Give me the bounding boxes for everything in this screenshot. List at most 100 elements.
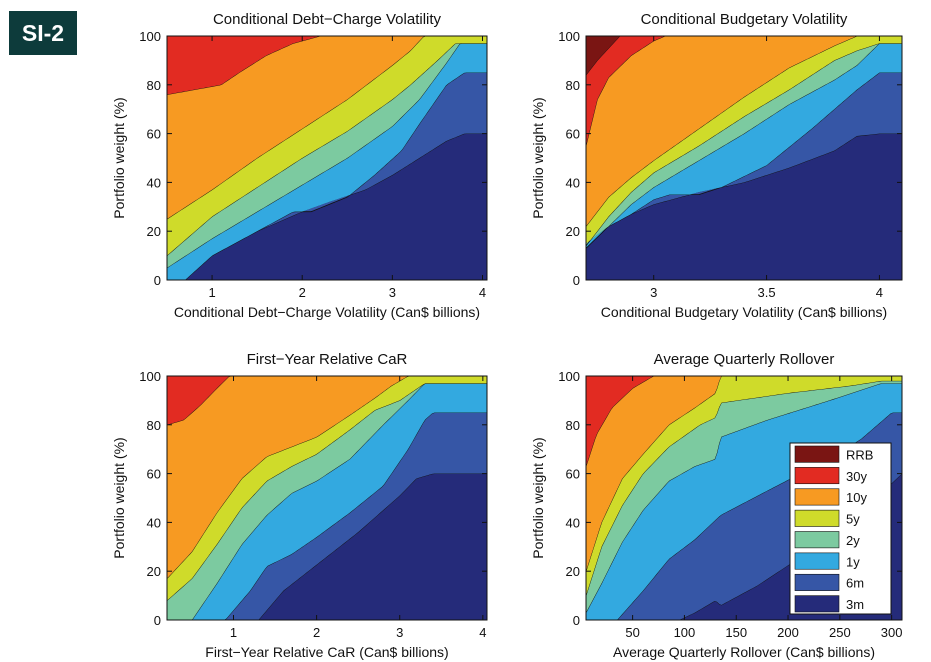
chart-title: Average Quarterly Rollover (654, 351, 835, 368)
legend-swatch-3m (794, 595, 840, 613)
y-axis-label: Portfolio weight (%) (530, 437, 546, 558)
y-tick-label: 60 (566, 127, 580, 142)
area-2y (586, 380, 902, 613)
x-axis-label: Conditional Budgetary Volatility (Can$ b… (601, 304, 887, 320)
y-tick-label: 80 (566, 78, 580, 93)
y-tick-label: 40 (147, 175, 161, 190)
area-3m (167, 133, 487, 280)
y-tick-label: 60 (147, 467, 161, 482)
area-1y (167, 43, 487, 280)
legend-swatch-6m (794, 573, 840, 591)
area-1y (586, 43, 902, 249)
y-tick-label: 20 (566, 224, 580, 239)
legend-label-30y: 30y (846, 469, 867, 484)
legend-swatch-2y (794, 531, 840, 549)
x-tick-label: 250 (829, 625, 851, 640)
legend-swatch-1y (794, 552, 840, 570)
x-tick-label: 4 (479, 625, 486, 640)
y-tick-label: 80 (566, 418, 580, 433)
x-axis-label: Conditional Debt−Charge Volatility (Can$… (174, 304, 480, 320)
y-tick-label: 80 (147, 78, 161, 93)
x-tick-label: 50 (625, 625, 639, 640)
plot-frame (585, 35, 903, 281)
x-tick-label: 3 (389, 285, 396, 300)
y-tick-label: 100 (139, 29, 161, 44)
legend: RRB 30y 10y 5y 2y 1y 6m 3m (789, 442, 892, 615)
area-30y (586, 376, 902, 467)
legend-label-2y: 2y (846, 533, 860, 548)
y-tick-label: 20 (147, 564, 161, 579)
y-axis-label: Portfolio weight (%) (111, 437, 127, 558)
x-tick-label: 100 (674, 625, 696, 640)
plot-frame (585, 375, 903, 621)
area-10y (586, 36, 902, 227)
area-10y (167, 376, 487, 579)
area-6m (167, 412, 487, 620)
area-10y (586, 376, 902, 572)
y-tick-label: 60 (566, 467, 580, 482)
area-1y (586, 383, 902, 620)
x-tick-label: 4 (479, 285, 486, 300)
plot-frame (166, 375, 488, 621)
x-axis-label: First−Year Relative CaR (Can$ billions) (205, 644, 448, 660)
area-30y (586, 36, 902, 146)
legend-swatch-10y (794, 488, 840, 506)
y-tick-label: 40 (566, 175, 580, 190)
x-tick-label: 2 (299, 285, 306, 300)
chart-panel-2: 0 20 40 60 80 100 3 3.5 4 Conditional Budgetary V… (530, 11, 903, 320)
x-tick-label: 1 (208, 285, 215, 300)
x-axis-label: Average Quarterly Rollover (Can$ billion… (613, 644, 875, 660)
x-tick-label: 3 (650, 285, 657, 300)
x-tick-label: 3.5 (758, 285, 776, 300)
area-30y (167, 376, 487, 425)
legend-swatch-30y (794, 467, 840, 485)
chart-panel-1: 0 20 40 60 80 100 1 2 3 4 Conditional Debt−Charge … (111, 11, 488, 320)
y-tick-label: 100 (558, 369, 580, 384)
plot-frame (166, 35, 488, 281)
y-tick-label: 40 (147, 515, 161, 530)
area-2y (167, 383, 487, 620)
y-tick-label: 0 (573, 273, 580, 288)
y-axis-label: Portfolio weight (%) (111, 97, 127, 218)
legend-label-3m: 3m (846, 597, 864, 612)
legend-label-rrb: RRB (846, 447, 873, 462)
legend-label-10y: 10y (846, 490, 867, 505)
area-2y (167, 43, 487, 268)
legend-swatch-5y (794, 509, 840, 527)
y-tick-label: 80 (147, 418, 161, 433)
y-tick-label: 20 (566, 564, 580, 579)
area-5y (586, 376, 902, 596)
x-tick-label: 200 (777, 625, 799, 640)
area-6m (586, 72, 902, 244)
y-tick-label: 60 (147, 127, 161, 142)
legend-label-5y: 5y (846, 512, 860, 527)
slide-badge: SI-2 (9, 11, 77, 55)
y-tick-label: 0 (154, 273, 161, 288)
x-tick-label: 4 (876, 285, 883, 300)
area-3m (167, 473, 487, 620)
x-tick-label: 2 (313, 625, 320, 640)
y-tick-label: 20 (147, 224, 161, 239)
legend-label-6m: 6m (846, 576, 864, 591)
legend-swatch-rrb (794, 445, 840, 463)
y-tick-label: 100 (139, 369, 161, 384)
y-axis-label: Portfolio weight (%) (530, 97, 546, 218)
area-10y (167, 36, 487, 219)
y-tick-label: 0 (154, 613, 161, 628)
x-tick-label: 300 (881, 625, 903, 640)
area-30y (167, 36, 487, 95)
x-tick-label: 1 (230, 625, 237, 640)
y-tick-label: 100 (558, 29, 580, 44)
y-tick-label: 40 (566, 515, 580, 530)
chart-title: First−Year Relative CaR (247, 351, 408, 368)
x-tick-label: 3 (396, 625, 403, 640)
chart-title: Conditional Debt−Charge Volatility (213, 11, 442, 28)
chart-panel-3: 0 20 40 60 80 100 1 2 3 4 First−Year Relative CaR F… (111, 351, 488, 660)
area-6m (167, 72, 487, 280)
area-3m (586, 133, 902, 280)
y-tick-label: 0 (573, 613, 580, 628)
legend-label-1y: 1y (846, 554, 860, 569)
x-tick-label: 150 (725, 625, 747, 640)
chart-title: Conditional Budgetary Volatility (641, 11, 848, 28)
